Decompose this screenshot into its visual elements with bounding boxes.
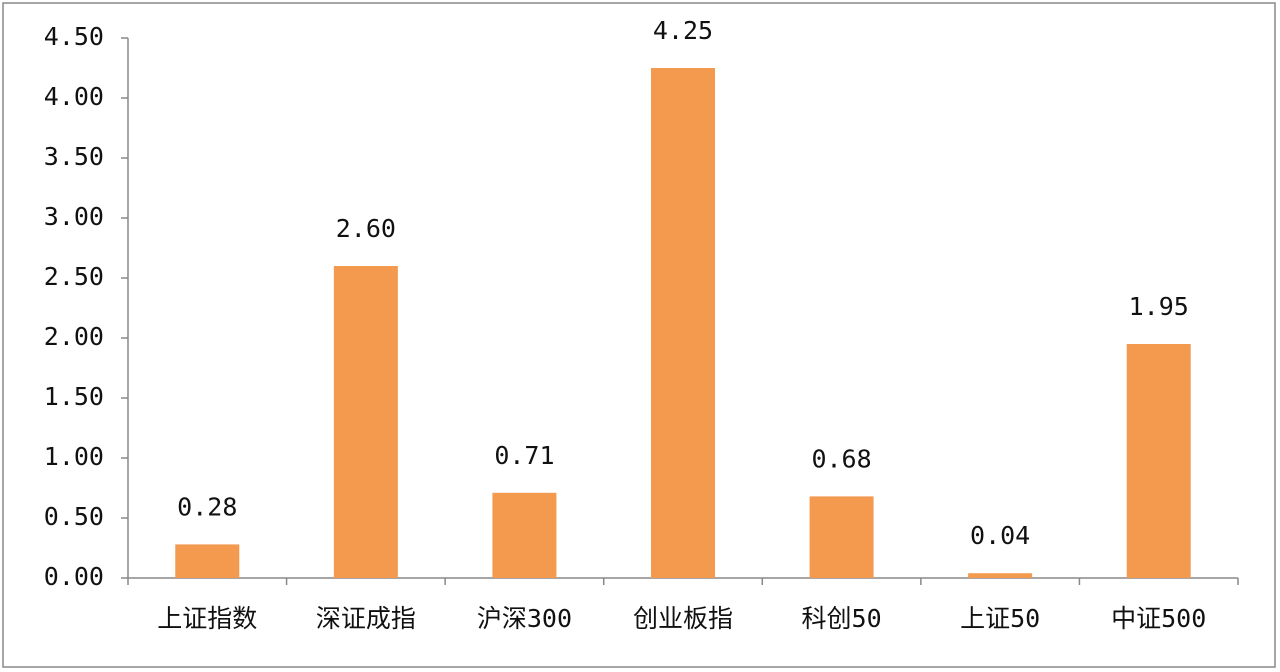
x-tick-label: 沪深300 <box>477 604 572 633</box>
data-label: 4.25 <box>653 16 713 45</box>
y-tick-label: 3.00 <box>44 202 104 231</box>
data-label: 0.04 <box>970 521 1030 550</box>
y-tick-label: 1.00 <box>44 442 104 471</box>
y-tick-label: 0.00 <box>44 562 104 591</box>
x-tick-label: 创业板指 <box>633 604 733 633</box>
y-tick-label: 3.50 <box>44 142 104 171</box>
x-tick-label: 上证50 <box>960 604 1040 633</box>
x-tick-label: 深证成指 <box>316 604 416 633</box>
y-tick-label: 1.50 <box>44 382 104 411</box>
x-tick-label: 中证500 <box>1111 604 1206 633</box>
x-tick-label: 科创50 <box>802 604 882 633</box>
bar <box>175 544 240 578</box>
data-label: 0.28 <box>177 492 237 521</box>
y-tick-label: 4.00 <box>44 82 104 111</box>
data-label: 0.71 <box>494 441 554 470</box>
y-tick-label: 2.00 <box>44 322 104 351</box>
y-tick-label: 4.50 <box>44 22 104 51</box>
bar <box>651 68 715 578</box>
data-label: 2.60 <box>336 214 396 243</box>
data-label: 0.68 <box>811 444 871 473</box>
bar <box>968 573 1033 578</box>
x-tick-label: 上证指数 <box>157 604 257 633</box>
data-label: 1.95 <box>1129 292 1189 321</box>
y-tick-label: 2.50 <box>44 262 104 291</box>
bar <box>809 496 874 578</box>
bar <box>492 492 557 578</box>
bar <box>333 266 398 578</box>
y-tick-label: 0.50 <box>44 502 104 531</box>
bar <box>1126 344 1191 578</box>
